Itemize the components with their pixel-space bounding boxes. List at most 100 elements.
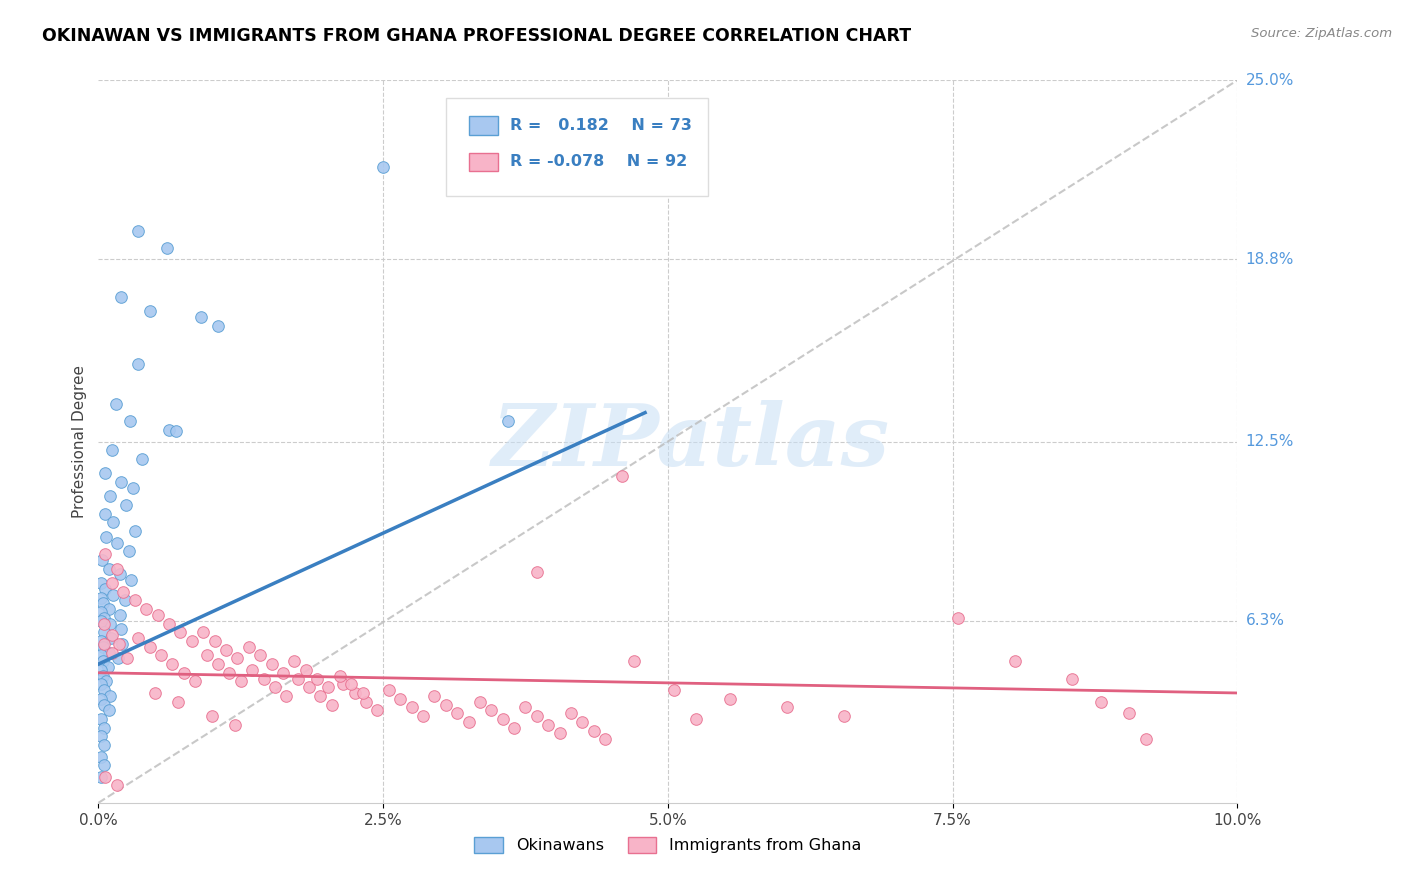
Point [150,648,173,663]
Point [146,607,169,622]
Point [207,318,229,333]
Point [287,672,309,686]
Point [121,481,143,495]
Point [193,625,215,640]
Point [118,544,141,558]
Point [332,677,354,691]
Point [91,654,114,668]
Point [105,535,128,549]
Point [90,663,112,677]
Point [226,651,249,665]
Point [515,700,537,714]
Point [184,674,207,689]
FancyBboxPatch shape [446,98,707,196]
Point [93,611,115,625]
Point [107,651,129,665]
Point [93,698,115,712]
Point [492,712,515,726]
Text: Source: ZipAtlas.com: Source: ZipAtlas.com [1251,27,1392,40]
Y-axis label: Professional Degree: Professional Degree [72,365,87,518]
Point [218,665,240,680]
Point [120,414,142,428]
Point [124,524,146,538]
Point [662,683,685,698]
Point [1135,732,1157,747]
Point [834,709,856,723]
Text: 6.3%: 6.3% [1246,613,1285,628]
Point [560,706,582,721]
Point [329,668,352,682]
Point [90,691,112,706]
Point [468,695,491,709]
Legend: Okinawans, Immigrants from Ghana: Okinawans, Immigrants from Ghana [468,830,868,860]
Text: OKINAWAN VS IMMIGRANTS FROM GHANA PROFESSIONAL DEGREE CORRELATION CHART: OKINAWAN VS IMMIGRANTS FROM GHANA PROFES… [42,27,911,45]
Point [252,672,274,686]
Point [240,663,263,677]
Point [457,714,479,729]
Point [238,640,260,654]
Point [412,709,434,723]
Point [105,562,128,576]
Point [180,634,202,648]
Point [94,582,117,596]
Point [354,695,377,709]
Point [103,588,125,602]
Point [93,758,115,772]
Point [127,357,149,371]
Point [582,723,605,738]
Point [96,674,118,689]
Point [90,634,112,648]
Point [401,700,423,714]
Point [190,310,212,325]
Point [138,640,160,654]
Point [1118,706,1140,721]
Point [229,674,252,689]
Point [593,732,616,747]
Point [526,709,548,723]
Point [776,700,799,714]
Point [271,665,294,680]
FancyBboxPatch shape [468,153,498,171]
Point [100,631,122,645]
Point [318,680,340,694]
Point [93,616,115,631]
Point [224,718,246,732]
Point [169,625,191,640]
Point [111,637,134,651]
Point [340,677,363,691]
Point [548,726,571,740]
Point [201,709,224,723]
Point [98,689,121,703]
Point [90,712,112,726]
Point [423,689,446,703]
Point [114,593,136,607]
Point [108,567,131,582]
Point [101,628,124,642]
Point [307,672,329,686]
Point [526,565,548,579]
Point [343,686,366,700]
Point [108,637,131,651]
Point [108,607,131,622]
Point [94,507,117,521]
Point [173,665,195,680]
Point [90,749,112,764]
Point [93,625,115,640]
Point [127,631,149,645]
Point [97,562,120,576]
Point [720,691,742,706]
Point [115,651,138,665]
Point [90,576,112,591]
Point [503,721,526,735]
Point [283,654,305,668]
Point [321,698,343,712]
Point [114,498,136,512]
Point [167,695,190,709]
Text: 12.5%: 12.5% [1246,434,1294,449]
Point [378,683,401,698]
Point [96,660,118,674]
Point [276,689,298,703]
Point [623,654,645,668]
Point [366,703,388,717]
Point [249,648,271,663]
